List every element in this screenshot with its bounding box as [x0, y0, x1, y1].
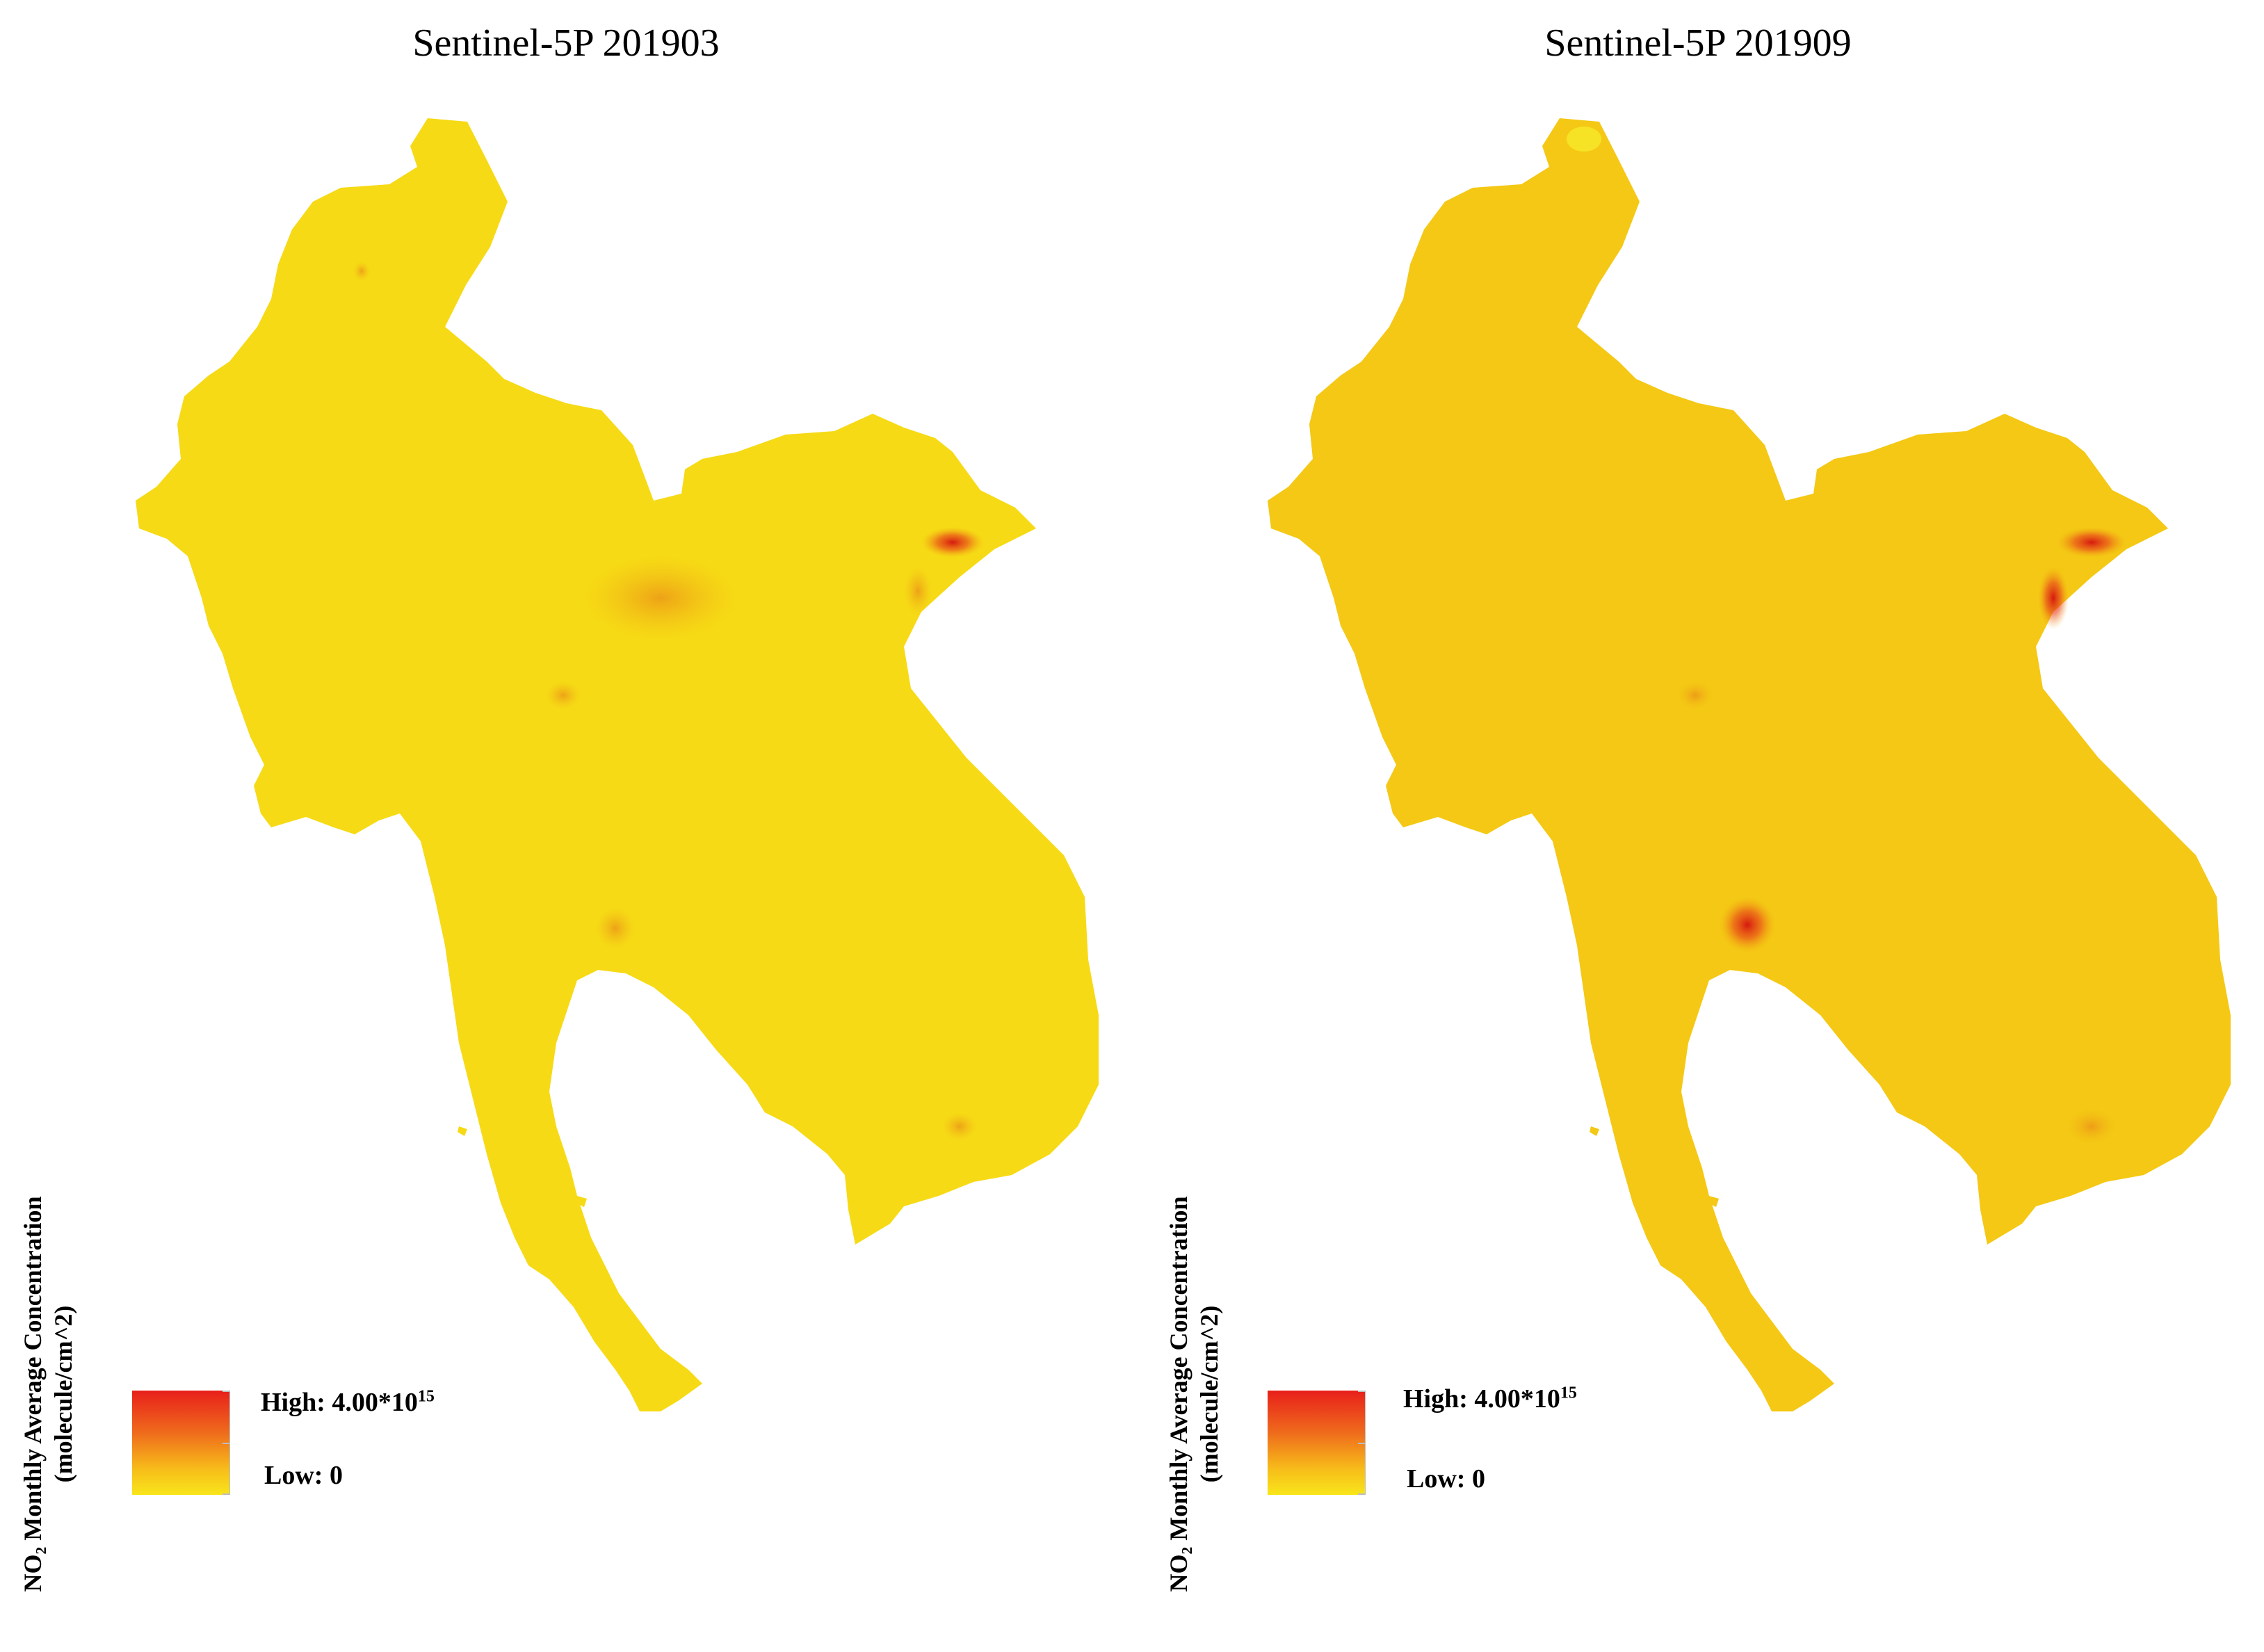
legend-axis-label-line1: NO₂ Monthly Average Concentration — [19, 1196, 47, 1592]
no2-map — [136, 118, 1099, 1411]
bangkok-hotspot — [1720, 897, 1775, 953]
legend-tick-top — [223, 1391, 229, 1392]
laos-warm-area — [584, 556, 737, 640]
legend-axis-label: NO₂ Monthly Average Concentration (molec… — [17, 1144, 79, 1644]
hcmc-warm-area — [2067, 1109, 2116, 1144]
legend-axis-label-line1: NO₂ Monthly Average Concentration — [1165, 1196, 1192, 1592]
hanoi-hotspot — [921, 527, 984, 558]
mainland-southeast-asia-region — [1268, 118, 2231, 1411]
central-warm-area — [546, 681, 581, 709]
legend-color-bar — [132, 1391, 230, 1495]
legend-axis-label: NO₂ Monthly Average Concentration (molec… — [1163, 1144, 1224, 1644]
hcmc-warm-area — [942, 1112, 977, 1140]
legend-low-label: Low: 0 — [1407, 1464, 1485, 1493]
legend-high-label: High: 4.00*1015 — [261, 1387, 435, 1417]
legend-tick-bottom — [1358, 1493, 1365, 1495]
panel-title: Sentinel-5P 201909 — [1544, 22, 1852, 65]
legend-tick-mid — [1358, 1443, 1365, 1444]
panel-title: Sentinel-5P 201903 — [412, 22, 720, 65]
legend-color-bar — [1268, 1391, 1366, 1495]
map-panel-201903: Sentinel-5P 201903 NO₂ Monthly Average C… — [17, 22, 1099, 1644]
map-panel-201909: Sentinel-5P 201909 NO₂ Monthly Average C… — [1132, 0, 2264, 1652]
northeast-vietnam-hotspot — [2038, 567, 2069, 629]
northeast-vietnam-hotspot — [904, 567, 932, 615]
mainland-southeast-asia-region — [136, 118, 1099, 1411]
legend-low-label: Low: 0 — [264, 1461, 343, 1490]
legend-tick-top — [1358, 1391, 1365, 1392]
legend-tick-mid — [223, 1443, 229, 1444]
myanmar-warm-area — [353, 261, 370, 281]
central-warm-area — [1678, 681, 1713, 709]
northern-light-patch — [1567, 127, 1601, 152]
legend-axis-label-line2: (molecule/cm^2) — [49, 1305, 77, 1483]
no2-map — [1268, 118, 2231, 1411]
bangkok-hotspot — [596, 907, 635, 949]
legend-high-label: High: 4.00*1015 — [1403, 1384, 1577, 1414]
legend-axis-label-line2: (molecule/cm^2) — [1195, 1305, 1223, 1483]
legend-tick-bottom — [223, 1493, 229, 1495]
hanoi-hotspot — [2057, 527, 2126, 558]
